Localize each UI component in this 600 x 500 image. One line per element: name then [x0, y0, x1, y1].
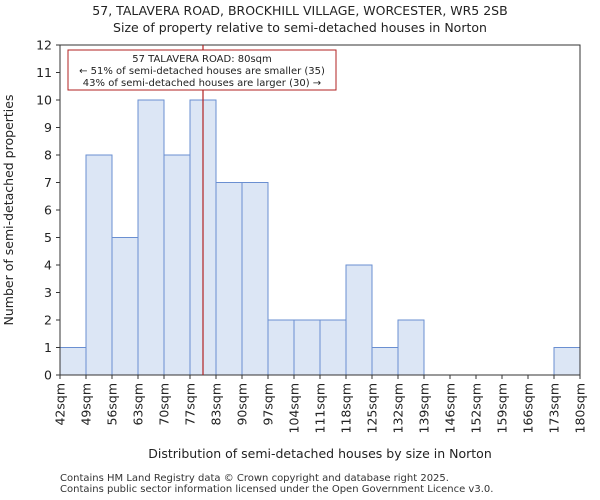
annotation-line-2: ← 51% of semi-detached houses are smalle…	[79, 66, 325, 77]
y-tick-label: 1	[44, 340, 52, 355]
bar	[371, 347, 399, 376]
x-tick-label: 90sqm	[235, 383, 250, 426]
bar	[163, 154, 191, 376]
x-tick-label: 152sqm	[469, 383, 484, 433]
x-tick-label: 118sqm	[339, 383, 354, 433]
y-tick-label: 4	[44, 258, 52, 273]
x-tick-label: 56sqm	[105, 383, 120, 426]
annotation-box	[67, 49, 337, 91]
bar	[241, 182, 269, 376]
x-tick-label: 49sqm	[79, 383, 94, 426]
x-tick-label: 83sqm	[209, 383, 224, 426]
bar	[59, 347, 87, 376]
y-tick-label: 10	[36, 93, 52, 108]
y-tick-label: 5	[44, 230, 52, 245]
bar	[345, 264, 373, 376]
bar	[137, 99, 165, 376]
x-tick-label: 180sqm	[573, 383, 588, 433]
x-tick-label: 166sqm	[521, 383, 536, 433]
x-axis-label: Distribution of semi-detached houses by …	[148, 446, 492, 461]
y-tick-label: 9	[44, 120, 52, 135]
y-tick-label: 7	[44, 175, 52, 190]
x-tick-label: 104sqm	[287, 383, 302, 433]
y-tick-label: 8	[44, 148, 52, 163]
x-tick-label: 97sqm	[261, 383, 276, 426]
x-tick-label: 173sqm	[547, 383, 562, 433]
y-tick-label: 12	[36, 38, 52, 53]
chart-title: 57, TALAVERA ROAD, BROCKHILL VILLAGE, WO…	[92, 3, 508, 18]
bar	[397, 319, 425, 376]
footer-line-2: Contains public sector information licen…	[60, 484, 494, 495]
bar	[267, 319, 295, 376]
annotation-line-1: 57 TALAVERA ROAD: 80sqm	[132, 54, 272, 65]
bar	[553, 347, 581, 376]
bar	[319, 319, 347, 376]
x-tick-label: 159sqm	[495, 383, 510, 433]
bar	[111, 237, 139, 376]
y-tick-label: 0	[44, 368, 52, 383]
y-tick-label: 2	[44, 313, 52, 328]
x-tick-label: 42sqm	[53, 383, 68, 426]
x-tick-label: 63sqm	[131, 383, 146, 426]
annotation-line-3: 43% of semi-detached houses are larger (…	[83, 78, 321, 89]
y-tick-label: 6	[44, 203, 52, 218]
x-tick-label: 125sqm	[365, 383, 380, 433]
x-tick-label: 111sqm	[313, 383, 328, 433]
bar	[85, 154, 113, 376]
y-tick-label: 3	[44, 285, 52, 300]
x-tick-label: 77sqm	[183, 383, 198, 426]
y-axis-label: Number of semi-detached properties	[1, 95, 16, 326]
y-tick-label: 11	[36, 65, 52, 80]
x-tick-label: 139sqm	[417, 383, 432, 433]
x-tick-label: 132sqm	[391, 383, 406, 433]
x-tick-label: 70sqm	[157, 383, 172, 426]
bar	[293, 319, 321, 376]
chart-subtitle: Size of property relative to semi-detach…	[113, 20, 487, 35]
x-tick-label: 146sqm	[443, 383, 458, 433]
footer-line-1: Contains HM Land Registry data © Crown c…	[60, 473, 449, 484]
bar	[215, 182, 243, 376]
